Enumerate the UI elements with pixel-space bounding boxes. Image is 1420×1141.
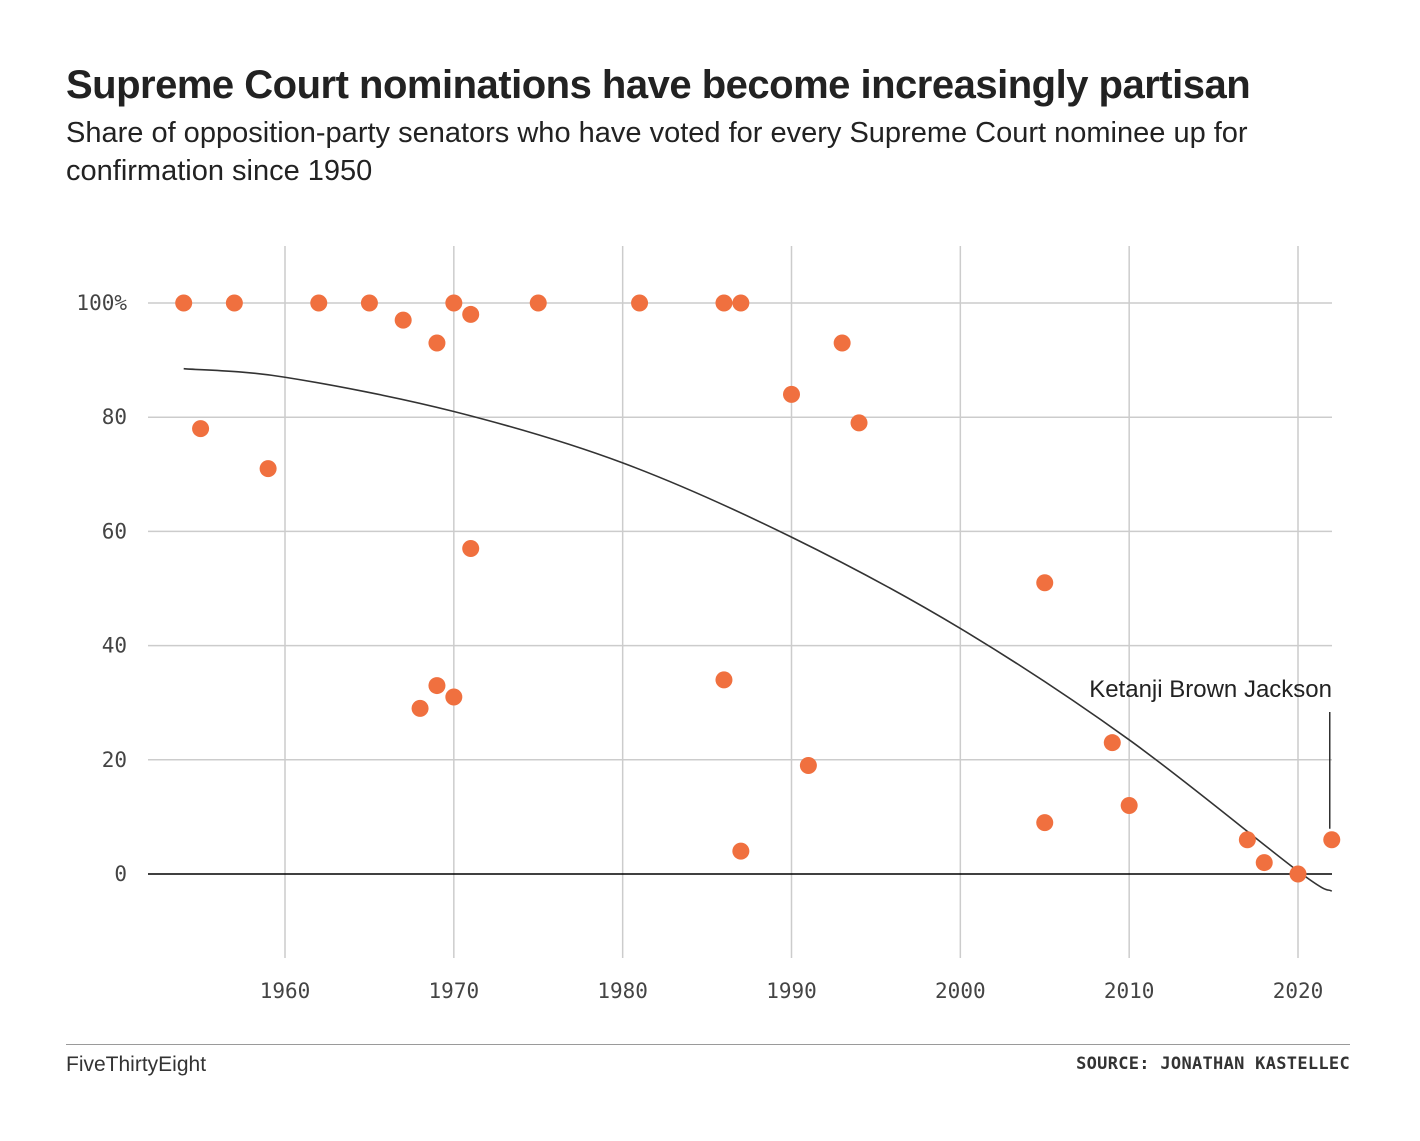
x-tick-label: 1990: [766, 979, 817, 1003]
y-tick-label: 20: [102, 748, 127, 772]
x-tick-label: 2000: [935, 979, 986, 1003]
y-tick-label: 100%: [76, 291, 127, 315]
source-label: SOURCE: JONATHAN KASTELLEC: [1076, 1054, 1350, 1074]
x-tick-label: 1970: [429, 979, 480, 1003]
data-point: [631, 294, 649, 312]
data-point: [192, 420, 210, 438]
data-point: [428, 677, 446, 695]
chart-title: Supreme Court nominations have become in…: [66, 63, 1251, 107]
data-point: [1255, 854, 1273, 872]
data-point: [1289, 865, 1307, 883]
data-point: [1036, 574, 1054, 592]
data-point: [445, 294, 463, 312]
data-point: [715, 294, 733, 312]
x-tick-label: 1980: [597, 979, 648, 1003]
data-point: [1238, 831, 1256, 849]
data-point: [445, 688, 463, 706]
data-points: [175, 294, 1341, 883]
data-point: [360, 294, 378, 312]
data-point: [1323, 831, 1341, 849]
data-point: [715, 671, 733, 689]
data-point: [1036, 814, 1054, 832]
data-point: [428, 334, 446, 352]
annotation-group: Ketanji Brown Jackson: [1089, 676, 1332, 829]
data-point: [833, 334, 851, 352]
data-point: [1120, 796, 1138, 814]
trend-line: [183, 367, 1333, 892]
data-point: [310, 294, 328, 312]
brand-label: FiveThirtyEight: [66, 1053, 207, 1076]
data-point: [225, 294, 243, 312]
x-tick-label: 2010: [1104, 979, 1155, 1003]
data-point: [394, 311, 412, 329]
x-tick-label: 2020: [1273, 979, 1324, 1003]
data-point: [799, 757, 817, 775]
footer-divider: [66, 1044, 1350, 1045]
data-point: [259, 460, 277, 478]
data-point: [732, 842, 750, 860]
y-tick-label: 40: [102, 634, 127, 658]
data-point: [529, 294, 547, 312]
data-point: [850, 414, 868, 432]
trend-line-group: [183, 367, 1333, 892]
data-point: [411, 699, 429, 717]
data-point: [1103, 734, 1121, 752]
axes: 1960 1970 1980 1990 2000 2010 2020 0 20 40 60 80 100…: [76, 291, 1332, 1003]
data-point: [462, 305, 480, 323]
annotation-label: Ketanji Brown Jackson: [1089, 676, 1332, 703]
x-tick-label: 1960: [260, 979, 311, 1003]
data-point: [175, 294, 193, 312]
y-tick-label: 60: [102, 519, 127, 543]
y-tick-label: 80: [102, 405, 127, 429]
chart-subtitle: Share of opposition-party senators who h…: [66, 117, 1248, 187]
data-point: [783, 385, 800, 403]
data-point: [732, 294, 750, 312]
data-point: [462, 540, 480, 558]
grid: [148, 246, 1332, 958]
y-tick-label: 0: [114, 862, 127, 886]
